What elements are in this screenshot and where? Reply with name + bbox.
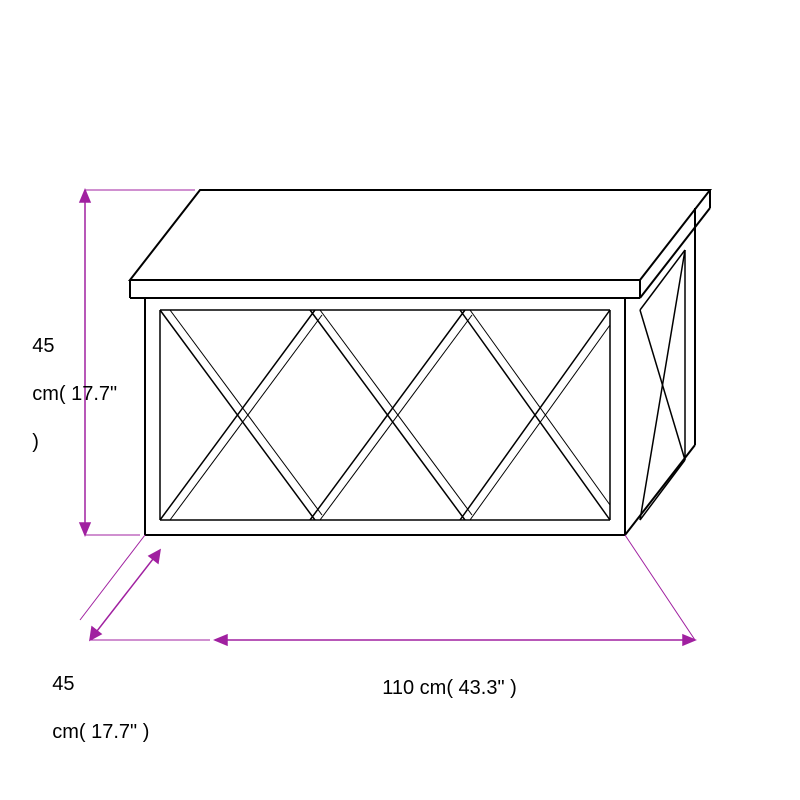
depth-label: 45 cm( 17.7" ) — [30, 648, 149, 768]
height-unit: cm( 17.7" — [32, 383, 117, 405]
height-value: 45 — [32, 335, 54, 357]
width-label: 110 cm( 43.3" ) — [360, 652, 517, 724]
width-value: 110 cm( 43.3" ) — [382, 677, 517, 699]
depth-value: 45 — [52, 673, 74, 695]
dimension-diagram: 45 cm( 17.7" ) 45 cm( 17.7" ) 110 cm( 43… — [0, 0, 800, 800]
height-label: 45 cm( 17.7" ) — [10, 310, 117, 478]
height-close: ) — [32, 431, 39, 453]
depth-unit: cm( 17.7" ) — [52, 721, 149, 743]
